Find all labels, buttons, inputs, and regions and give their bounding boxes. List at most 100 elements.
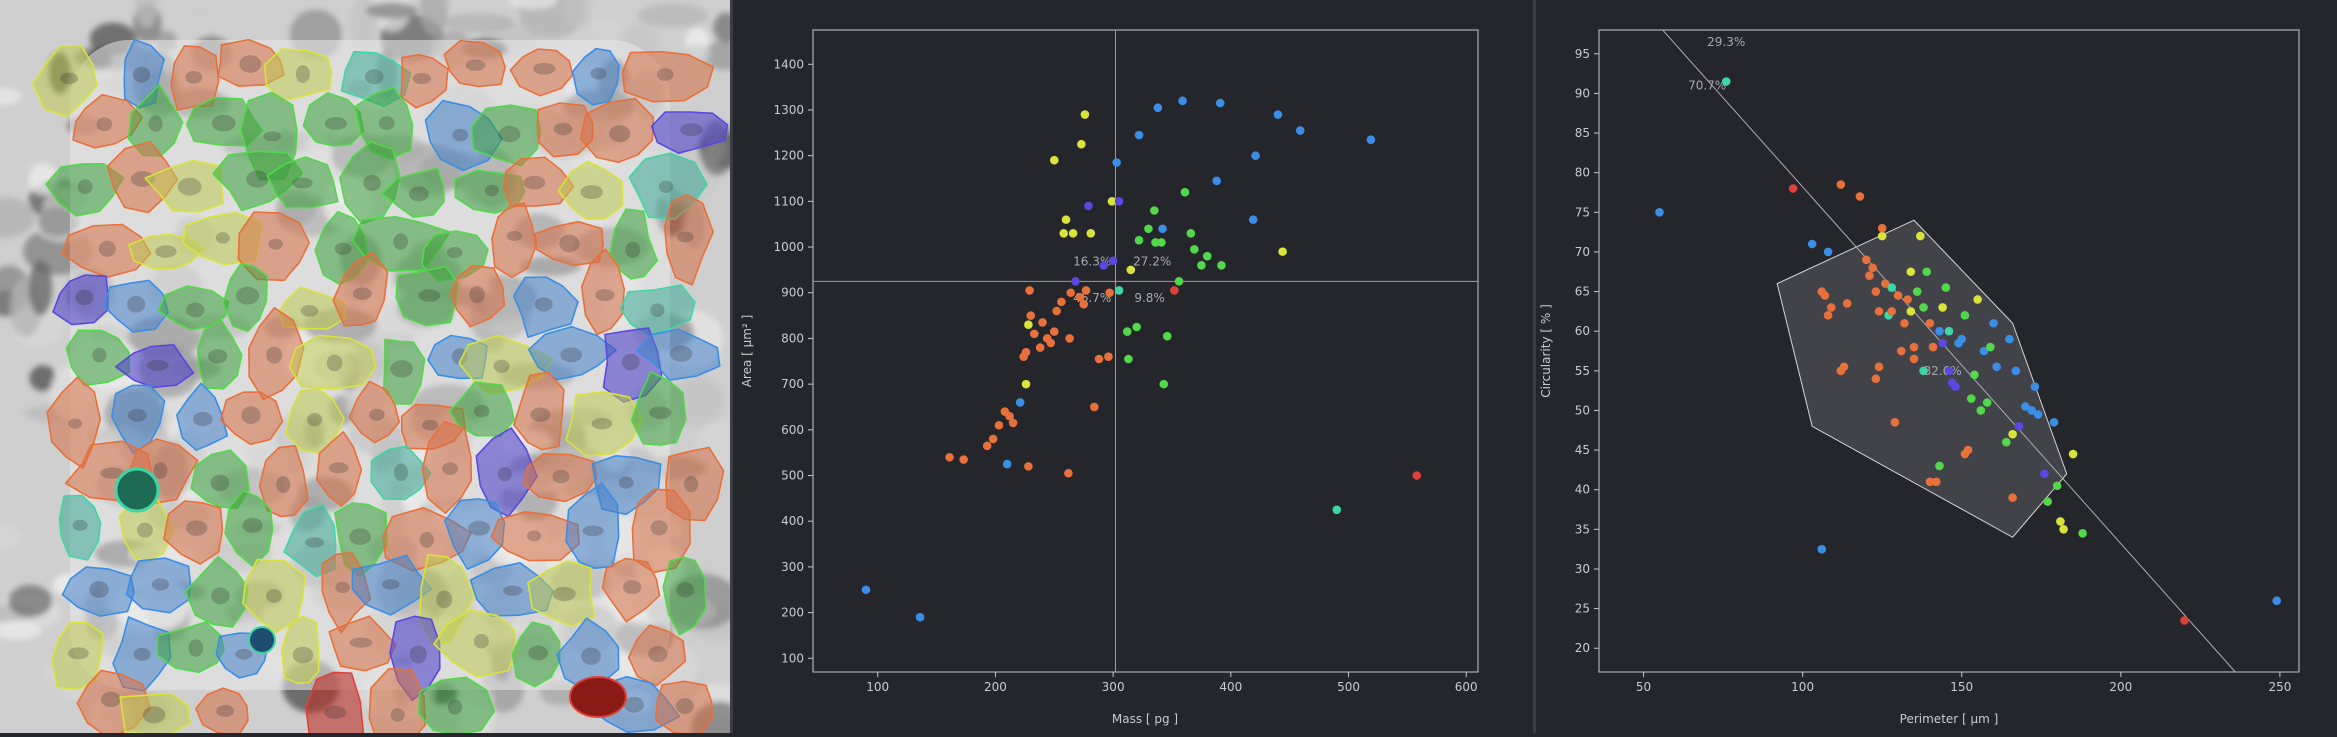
data-point[interactable] bbox=[1925, 318, 1935, 328]
data-point[interactable] bbox=[2005, 334, 2014, 344]
data-point[interactable] bbox=[1066, 288, 1076, 298]
data-point[interactable] bbox=[1162, 331, 1172, 341]
data-point[interactable] bbox=[1061, 215, 1071, 224]
data-point[interactable] bbox=[1029, 329, 1039, 339]
data-point[interactable] bbox=[1273, 110, 1283, 119]
data-point[interactable] bbox=[1855, 192, 1865, 201]
data-point[interactable] bbox=[1114, 197, 1124, 206]
data-point[interactable] bbox=[1938, 338, 1947, 348]
data-point[interactable] bbox=[1024, 462, 1033, 471]
data-point[interactable] bbox=[1966, 394, 1976, 403]
data-point[interactable] bbox=[1957, 334, 1967, 344]
data-point[interactable] bbox=[1278, 247, 1287, 256]
data-point[interactable] bbox=[1919, 366, 1928, 376]
threshold-line[interactable] bbox=[1662, 29, 2236, 673]
data-point[interactable] bbox=[1721, 77, 1731, 86]
data-point[interactable] bbox=[1963, 445, 1973, 455]
data-point[interactable] bbox=[1077, 139, 1086, 149]
data-point[interactable] bbox=[1008, 418, 1018, 428]
data-point[interactable] bbox=[1823, 311, 1833, 320]
data-point[interactable] bbox=[1992, 362, 2002, 372]
data-point[interactable] bbox=[1919, 303, 1928, 312]
data-point[interactable] bbox=[1174, 277, 1184, 286]
data-point[interactable] bbox=[1086, 229, 1096, 238]
data-point[interactable] bbox=[1035, 343, 1045, 352]
data-point[interactable] bbox=[1817, 287, 1827, 296]
data-point[interactable] bbox=[1038, 318, 1047, 327]
data-point[interactable] bbox=[2014, 421, 2024, 431]
data-point[interactable] bbox=[861, 585, 871, 595]
data-point[interactable] bbox=[1941, 283, 1951, 292]
data-point[interactable] bbox=[1887, 283, 1897, 292]
data-point[interactable] bbox=[1105, 288, 1114, 298]
data-point[interactable] bbox=[1823, 247, 1833, 257]
data-point[interactable] bbox=[1002, 459, 1012, 469]
data-point[interactable] bbox=[1158, 224, 1167, 234]
data-point[interactable] bbox=[1928, 342, 1938, 352]
data-point[interactable] bbox=[1865, 271, 1874, 281]
data-point[interactable] bbox=[1202, 251, 1212, 261]
data-point[interactable] bbox=[1186, 229, 1196, 238]
data-point[interactable] bbox=[1046, 338, 1056, 348]
data-point[interactable] bbox=[2011, 366, 2021, 376]
data-point[interactable] bbox=[1935, 326, 1944, 336]
data-point[interactable] bbox=[1015, 398, 1025, 407]
data-point[interactable] bbox=[1900, 318, 1909, 328]
data-point[interactable] bbox=[959, 455, 968, 464]
data-point[interactable] bbox=[1144, 224, 1153, 234]
data-point[interactable] bbox=[1212, 176, 1222, 186]
data-point[interactable] bbox=[2059, 525, 2068, 534]
data-point[interactable] bbox=[1909, 342, 1919, 352]
data-point[interactable] bbox=[1094, 354, 1104, 364]
data-point[interactable] bbox=[1084, 201, 1093, 211]
data-point[interactable] bbox=[1836, 180, 1846, 189]
data-point[interactable] bbox=[1925, 477, 1935, 487]
data-point[interactable] bbox=[1970, 370, 1979, 380]
data-point[interactable] bbox=[1157, 238, 1166, 247]
data-point[interactable] bbox=[1881, 279, 1890, 288]
perimeter-circularity-scatter-chart[interactable]: 29.3% 70.7% 82.6% 50 100 150 200 250 20 25 30 35 4… bbox=[1536, 0, 2337, 733]
data-point[interactable] bbox=[1217, 261, 1226, 270]
data-point[interactable] bbox=[1132, 322, 1141, 332]
data-point[interactable] bbox=[1842, 299, 1852, 308]
data-point[interactable] bbox=[1108, 256, 1118, 266]
data-point[interactable] bbox=[1979, 346, 1989, 356]
data-point[interactable] bbox=[2272, 596, 2282, 605]
data-point[interactable] bbox=[945, 452, 954, 462]
data-point[interactable] bbox=[1874, 307, 1884, 316]
data-point[interactable] bbox=[1215, 98, 1225, 108]
data-point[interactable] bbox=[1079, 299, 1089, 309]
data-point[interactable] bbox=[1150, 206, 1159, 215]
data-point[interactable] bbox=[1151, 238, 1160, 247]
mass-area-scatter-chart[interactable]: 16.3% 27.2%46.7% 9.8% 100 200 300 400 500 600 1… bbox=[733, 0, 1533, 733]
data-point[interactable] bbox=[1877, 223, 1887, 233]
data-point[interactable] bbox=[988, 434, 998, 444]
data-point[interactable] bbox=[1938, 303, 1947, 312]
data-point[interactable] bbox=[1922, 267, 1932, 277]
data-point[interactable] bbox=[2021, 402, 2030, 411]
data-point[interactable] bbox=[1021, 347, 1031, 357]
data-point[interactable] bbox=[1893, 291, 1903, 300]
data-point[interactable] bbox=[1887, 307, 1897, 316]
data-point[interactable] bbox=[1944, 366, 1954, 376]
data-point[interactable] bbox=[1049, 327, 1059, 336]
data-point[interactable] bbox=[1075, 293, 1085, 302]
data-point[interactable] bbox=[1178, 96, 1187, 106]
data-point[interactable] bbox=[1839, 362, 1849, 372]
data-point[interactable] bbox=[1005, 411, 1014, 421]
data-point[interactable] bbox=[2030, 382, 2040, 391]
data-point[interactable] bbox=[1104, 352, 1113, 362]
data-point[interactable] bbox=[1197, 261, 1206, 270]
data-point[interactable] bbox=[2040, 469, 2049, 479]
data-point[interactable] bbox=[1826, 303, 1836, 312]
data-point[interactable] bbox=[1868, 263, 1877, 273]
data-point[interactable] bbox=[1049, 155, 1059, 165]
data-point[interactable] bbox=[1871, 374, 1881, 384]
data-point[interactable] bbox=[915, 612, 925, 622]
data-point[interactable] bbox=[1916, 231, 1925, 241]
data-point[interactable] bbox=[1412, 471, 1422, 480]
data-point[interactable] bbox=[1655, 207, 1664, 217]
data-point[interactable] bbox=[1090, 402, 1099, 412]
data-point[interactable] bbox=[1909, 354, 1919, 364]
data-point[interactable] bbox=[1951, 382, 1960, 391]
